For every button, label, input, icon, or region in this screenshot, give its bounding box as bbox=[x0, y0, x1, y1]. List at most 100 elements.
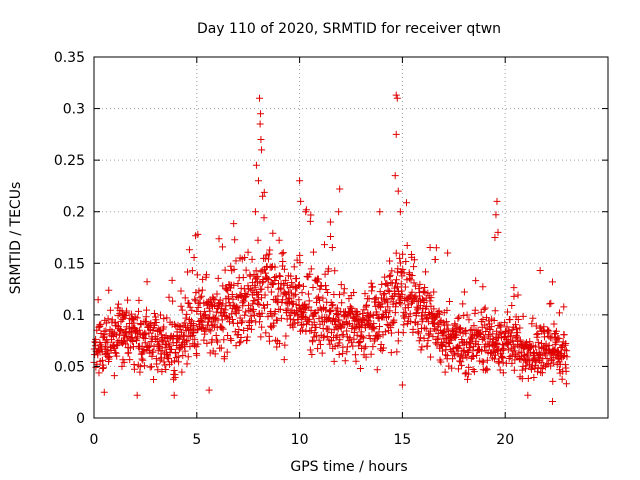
data-point bbox=[165, 293, 173, 301]
data-point bbox=[444, 249, 452, 257]
data-point bbox=[135, 296, 143, 304]
data-point bbox=[495, 345, 503, 353]
data-point bbox=[436, 310, 444, 318]
data-point bbox=[211, 350, 219, 358]
data-point bbox=[391, 290, 399, 298]
data-point bbox=[472, 277, 480, 285]
data-point bbox=[318, 349, 326, 357]
x-tick-label: 0 bbox=[90, 432, 99, 448]
data-point bbox=[388, 319, 396, 327]
data-point bbox=[235, 326, 243, 334]
data-point bbox=[398, 290, 406, 298]
data-point bbox=[112, 349, 120, 357]
data-point bbox=[477, 329, 485, 337]
data-point bbox=[258, 309, 266, 317]
data-point bbox=[387, 324, 395, 332]
data-point bbox=[261, 254, 269, 262]
data-point bbox=[558, 375, 566, 383]
data-point bbox=[196, 294, 204, 302]
data-point bbox=[378, 280, 386, 288]
data-point bbox=[499, 369, 507, 377]
data-point bbox=[396, 299, 404, 307]
data-point bbox=[279, 249, 287, 257]
data-point bbox=[170, 391, 178, 399]
data-point bbox=[135, 344, 143, 352]
data-point bbox=[367, 350, 375, 358]
data-point bbox=[503, 308, 511, 316]
data-point bbox=[524, 375, 532, 383]
data-point bbox=[259, 192, 267, 200]
data-point bbox=[306, 346, 314, 354]
x-tick-label: 10 bbox=[291, 432, 309, 448]
data-point bbox=[130, 365, 138, 373]
data-point bbox=[230, 220, 238, 228]
data-point bbox=[393, 348, 401, 356]
y-tick-label: 0.35 bbox=[54, 50, 85, 66]
y-tick-label: 0.25 bbox=[54, 153, 85, 169]
data-point bbox=[234, 279, 242, 287]
data-point bbox=[491, 234, 499, 241]
data-point bbox=[335, 351, 343, 359]
data-point bbox=[427, 294, 435, 302]
data-point bbox=[370, 325, 378, 333]
data-point bbox=[295, 281, 303, 289]
data-point bbox=[330, 318, 338, 326]
data-point bbox=[387, 329, 395, 337]
data-point bbox=[442, 343, 450, 351]
data-point bbox=[400, 321, 408, 329]
data-point bbox=[206, 307, 214, 315]
data-point bbox=[386, 307, 394, 315]
data-point bbox=[471, 306, 479, 314]
data-point bbox=[418, 295, 426, 303]
y-tick-label: 0 bbox=[76, 411, 85, 427]
data-point bbox=[510, 284, 518, 292]
data-point bbox=[353, 331, 361, 339]
data-point bbox=[98, 356, 106, 364]
data-point bbox=[493, 197, 501, 205]
data-point bbox=[105, 286, 113, 294]
data-point bbox=[433, 335, 441, 343]
data-point bbox=[326, 340, 334, 348]
data-point bbox=[556, 366, 564, 374]
data-point bbox=[133, 391, 141, 399]
data-point bbox=[369, 343, 377, 351]
data-point bbox=[247, 325, 255, 333]
data-point bbox=[218, 243, 226, 251]
data-point bbox=[350, 335, 358, 343]
data-point bbox=[280, 356, 288, 364]
data-point bbox=[183, 360, 191, 368]
data-point bbox=[186, 343, 194, 351]
data-point bbox=[129, 337, 137, 345]
data-point bbox=[289, 323, 297, 331]
data-point bbox=[510, 366, 518, 374]
data-point bbox=[327, 232, 335, 240]
data-point bbox=[258, 146, 266, 154]
data-point bbox=[119, 339, 127, 347]
data-point bbox=[104, 315, 112, 323]
data-point bbox=[448, 364, 456, 372]
data-point bbox=[296, 177, 304, 185]
data-point bbox=[459, 300, 467, 308]
data-point bbox=[228, 316, 236, 324]
data-point bbox=[113, 352, 121, 360]
data-point bbox=[193, 351, 201, 359]
data-point bbox=[266, 246, 274, 254]
data-point bbox=[271, 263, 279, 271]
data-point bbox=[489, 330, 497, 338]
data-point bbox=[463, 311, 471, 319]
data-point bbox=[227, 336, 235, 344]
data-point bbox=[276, 272, 284, 280]
data-point bbox=[245, 285, 253, 293]
data-point bbox=[178, 306, 186, 314]
data-point bbox=[294, 316, 302, 324]
data-point bbox=[328, 243, 336, 251]
data-point bbox=[105, 353, 113, 361]
data-point bbox=[126, 344, 134, 352]
data-point bbox=[152, 319, 160, 327]
data-point bbox=[465, 316, 473, 324]
data-point bbox=[373, 310, 381, 318]
data-point bbox=[426, 243, 434, 251]
data-point bbox=[136, 363, 144, 371]
data-point bbox=[442, 318, 450, 326]
data-point bbox=[480, 305, 488, 313]
